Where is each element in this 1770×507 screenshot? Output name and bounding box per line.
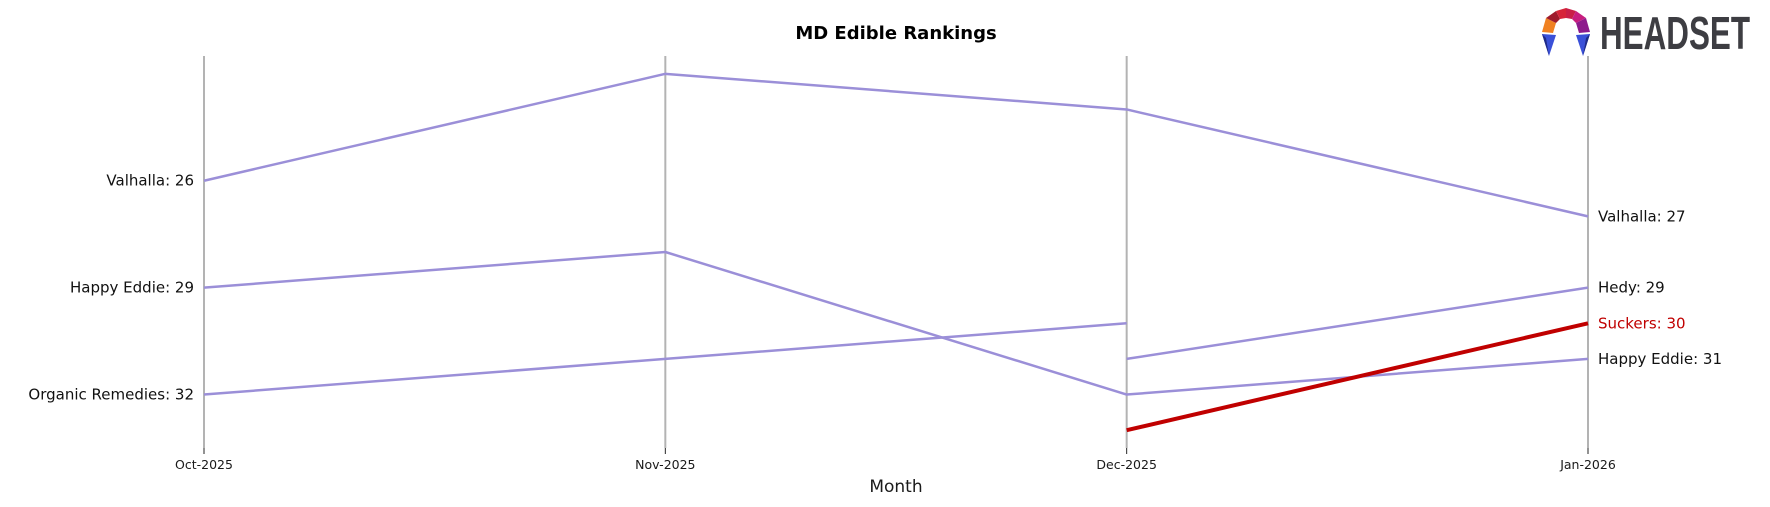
right-series-label: Hedy: 29 [1598,279,1665,297]
x-tick-label: Dec-2025 [1096,457,1157,472]
headset-logo-icon [1542,8,1590,56]
series-line-suckers [1126,321,1589,433]
right-series-label: Suckers: 30 [1598,314,1686,332]
left-series-label: Happy Eddie: 29 [70,279,194,297]
chart-title: MD Edible Rankings [795,23,996,44]
x-axis-title: Month [869,477,922,497]
right-series-label: Valhalla: 27 [1598,207,1686,225]
series-line-hedy [1126,286,1589,361]
right-series-label: Happy Eddie: 31 [1598,350,1722,368]
month-axes: Oct-2025 Nov-2025 Dec-2025 Jan-2026 [175,56,1616,472]
headset-logo: HEADSET [1542,7,1750,59]
series-line-valhalla [203,72,1589,218]
left-series-label: Organic Remedies: 32 [28,386,194,404]
x-tick-label: Oct-2025 [175,457,233,472]
series-labels: Valhalla: 26 Happy Eddie: 29 Organic Remed… [28,172,1722,404]
series-line-organic-remedies [203,322,1127,396]
x-tick-label: Nov-2025 [635,457,695,472]
headset-logo-text: HEADSET [1600,7,1750,59]
series-lines [203,72,1589,433]
x-tick-label: Jan-2026 [1559,457,1616,472]
left-series-label: Valhalla: 26 [106,172,194,190]
